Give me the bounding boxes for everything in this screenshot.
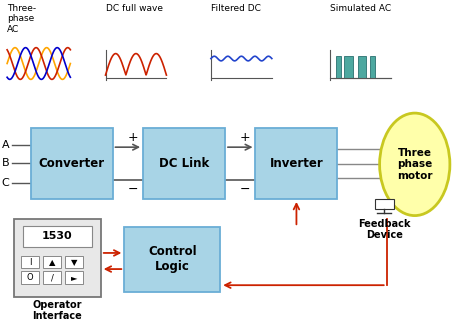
Text: I: I — [29, 258, 31, 267]
FancyBboxPatch shape — [14, 219, 101, 296]
Text: Operator
Interface: Operator Interface — [33, 300, 82, 321]
Text: Three-
phase
AC: Three- phase AC — [7, 4, 36, 34]
FancyBboxPatch shape — [30, 128, 112, 199]
FancyBboxPatch shape — [357, 56, 366, 78]
Text: Feedback
Device: Feedback Device — [358, 219, 410, 240]
Text: −: − — [240, 183, 250, 196]
FancyBboxPatch shape — [124, 227, 220, 291]
Text: +: + — [240, 131, 250, 144]
Text: DC full wave: DC full wave — [106, 4, 163, 13]
Text: ▲: ▲ — [49, 258, 55, 267]
Text: DC Link: DC Link — [159, 157, 209, 170]
Text: C: C — [2, 178, 9, 188]
Text: Three
phase
motor: Three phase motor — [397, 148, 432, 181]
FancyBboxPatch shape — [65, 272, 83, 284]
Text: +: + — [128, 131, 138, 144]
Text: A: A — [2, 139, 9, 149]
FancyBboxPatch shape — [370, 56, 375, 78]
Text: Simulated AC: Simulated AC — [330, 4, 392, 13]
FancyBboxPatch shape — [336, 56, 341, 78]
FancyBboxPatch shape — [23, 225, 92, 247]
Text: Converter: Converter — [38, 157, 105, 170]
FancyBboxPatch shape — [65, 256, 83, 269]
FancyBboxPatch shape — [255, 128, 337, 199]
Text: ►: ► — [71, 273, 77, 282]
Text: /: / — [51, 273, 54, 282]
Text: 1530: 1530 — [42, 231, 73, 241]
Ellipse shape — [380, 113, 450, 215]
Text: Inverter: Inverter — [270, 157, 323, 170]
Text: Filtered DC: Filtered DC — [211, 4, 261, 13]
Text: B: B — [2, 158, 9, 168]
Text: O: O — [27, 273, 33, 282]
FancyBboxPatch shape — [345, 56, 353, 78]
Text: Control
Logic: Control Logic — [148, 245, 197, 273]
FancyBboxPatch shape — [143, 128, 225, 199]
FancyBboxPatch shape — [43, 272, 61, 284]
FancyBboxPatch shape — [21, 256, 39, 269]
FancyBboxPatch shape — [21, 272, 39, 284]
Text: ▼: ▼ — [71, 258, 77, 267]
FancyBboxPatch shape — [43, 256, 61, 269]
Text: −: − — [128, 183, 138, 196]
FancyBboxPatch shape — [375, 199, 393, 209]
